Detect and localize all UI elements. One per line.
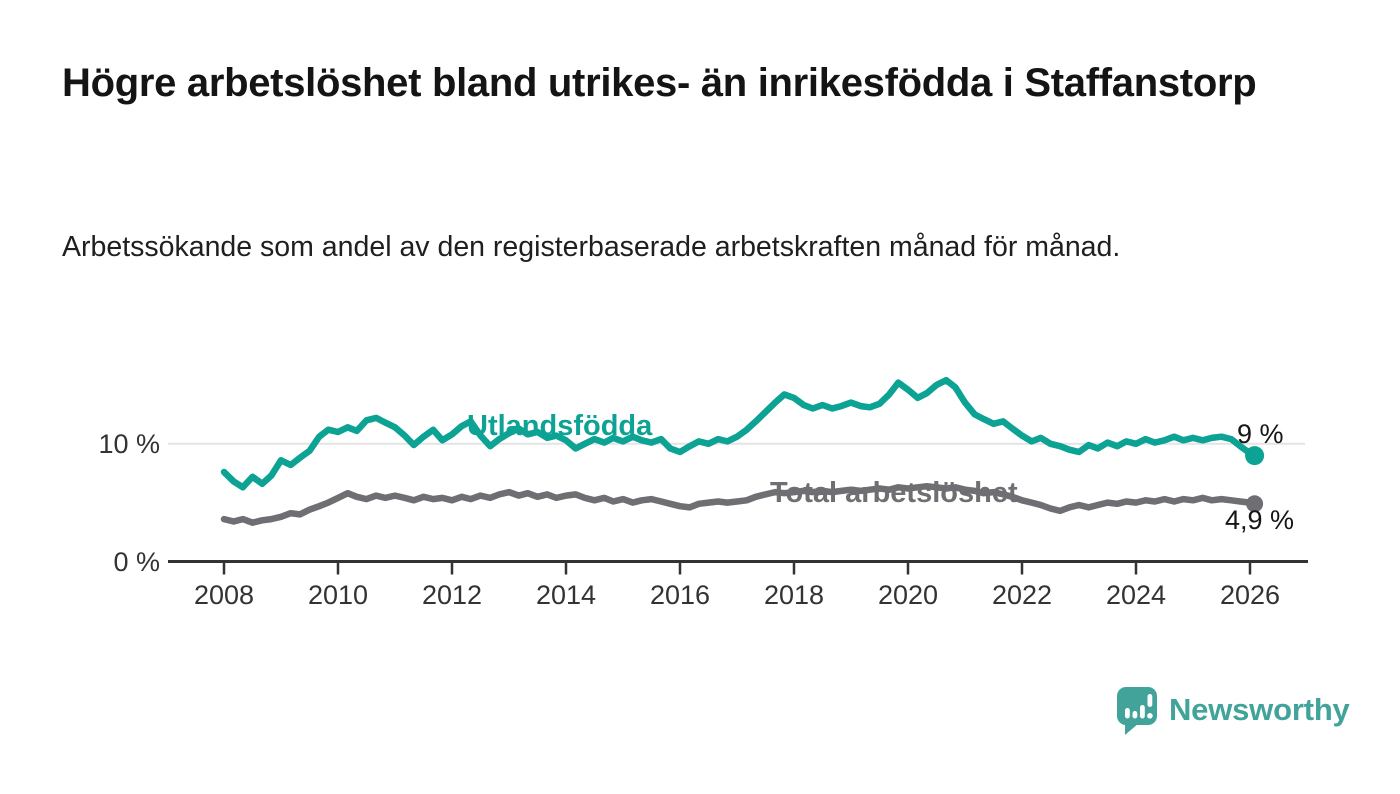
x-axis-label: 2026 <box>1219 580 1281 610</box>
x-axis-label: 2020 <box>877 580 939 610</box>
series-end-dot-0 <box>1245 446 1265 466</box>
x-axis-label: 2024 <box>1105 580 1167 610</box>
y-axis-label: 0 % <box>113 546 160 577</box>
y-axis-label: 10 % <box>98 428 160 459</box>
end-value-label-total-arbetsloshet: 4,9 % <box>1225 505 1295 535</box>
series-line-0 <box>220 376 1258 491</box>
series-label-total-arbetsloshet: Total arbetslöshet <box>770 477 1018 509</box>
x-axis-label: 2014 <box>535 580 597 610</box>
series-end-dot-1 <box>1246 495 1264 513</box>
x-axis-label: 2018 <box>763 580 825 610</box>
x-axis-label: 2022 <box>991 580 1053 610</box>
series-label-utlandsfodda: Utlandsfödda <box>467 410 653 442</box>
x-axis-label: 2012 <box>421 580 483 610</box>
chart-title: Högre arbetslöshet bland utrikes- än inr… <box>62 61 1257 105</box>
newsworthy-logo-icon <box>1116 686 1158 743</box>
series-line-1 <box>220 482 1258 526</box>
x-axis-label: 2016 <box>649 580 711 610</box>
x-axis-label: 2008 <box>193 580 255 610</box>
brand-name: Newsworthy <box>1169 692 1350 727</box>
branding: Newsworthy <box>1116 686 1350 743</box>
end-value-label-utlandsfodda: 9 % <box>1237 419 1284 449</box>
x-axis-label: 2010 <box>307 580 369 610</box>
chart-subtitle: Arbetssökande som andel av den registerb… <box>62 231 1121 263</box>
